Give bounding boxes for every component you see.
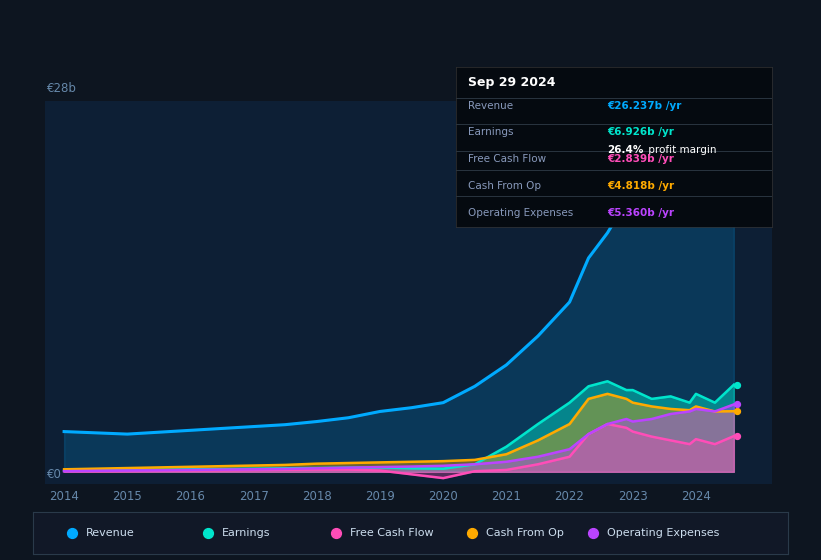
Point (330, 529, 343, 538)
Point (731, 432, 744, 441)
Text: Revenue: Revenue (85, 529, 135, 538)
Text: €6.926b /yr: €6.926b /yr (608, 127, 674, 137)
Text: Earnings: Earnings (222, 529, 270, 538)
Point (731, 407, 744, 416)
Text: Revenue: Revenue (468, 101, 513, 111)
Text: Sep 29 2024: Sep 29 2024 (468, 76, 556, 89)
Text: €2.839b /yr: €2.839b /yr (608, 154, 674, 164)
Point (731, 380, 744, 389)
Point (731, 138, 744, 147)
Point (731, 400, 744, 409)
Text: €4.818b /yr: €4.818b /yr (608, 181, 675, 192)
Text: Cash From Op: Cash From Op (468, 181, 541, 192)
Point (66, 529, 79, 538)
Text: Free Cash Flow: Free Cash Flow (468, 154, 547, 164)
Text: €0: €0 (47, 468, 62, 480)
Text: Operating Expenses: Operating Expenses (607, 529, 719, 538)
Point (201, 529, 214, 538)
Text: Cash From Op: Cash From Op (486, 529, 564, 538)
Text: €5.360b /yr: €5.360b /yr (608, 208, 674, 218)
Text: profit margin: profit margin (645, 146, 717, 156)
Text: Earnings: Earnings (468, 127, 514, 137)
Point (587, 529, 600, 538)
Point (466, 529, 479, 538)
Text: €26.237b /yr: €26.237b /yr (608, 101, 681, 111)
Text: Free Cash Flow: Free Cash Flow (350, 529, 433, 538)
Text: €28b: €28b (47, 82, 76, 95)
Text: 26.4%: 26.4% (608, 146, 644, 156)
Text: Operating Expenses: Operating Expenses (468, 208, 574, 218)
